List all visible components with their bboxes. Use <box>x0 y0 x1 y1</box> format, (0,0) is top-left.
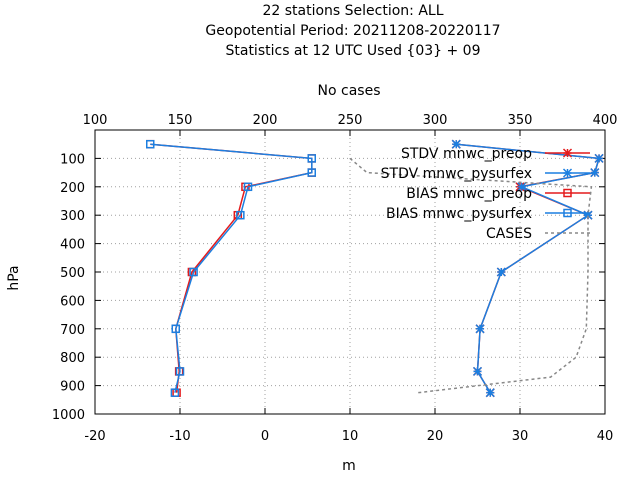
data-point <box>485 388 495 398</box>
data-point <box>307 154 316 163</box>
legend-entry: STDV mnwc_preop <box>401 146 590 162</box>
y-tick-label: 500 <box>60 266 85 281</box>
legend-label: BIAS mnwc_preop <box>406 186 532 202</box>
legend-label: STDV mnwc_pysurfex <box>381 166 532 182</box>
data-point <box>307 168 316 177</box>
legend: STDV mnwc_preop STDV mnwc_pysurfex BIAS mn… <box>381 146 590 242</box>
x2-tick-label: 400 <box>593 113 618 128</box>
axes: -20 -10 0 10 20 30 40 100 150 200 250 300 350 400 100 2… <box>52 113 618 444</box>
series-3 <box>146 139 316 397</box>
data-point <box>243 182 253 192</box>
data-point <box>236 210 245 220</box>
x-tick-label: 40 <box>597 429 614 444</box>
y-axis-label: hPa <box>6 265 22 290</box>
x2-tick-label: 300 <box>423 113 448 128</box>
chart-titles: 22 stations Selection: ALL Geopotential … <box>6 3 501 474</box>
top-axis-label: No cases <box>318 83 381 99</box>
chart-title-line-1: 22 stations Selection: ALL <box>262 3 443 19</box>
data-point <box>146 139 155 149</box>
legend-entry: BIAS mnwc_pysurfex <box>386 206 590 222</box>
data-point <box>594 153 604 163</box>
x2-tick-label: 100 <box>83 113 108 128</box>
x-tick-label: 0 <box>261 429 269 444</box>
series-4 <box>146 139 316 397</box>
chart-title-line-3: Statistics at 12 UTC Used {03} + 09 <box>225 43 480 59</box>
x-tick-label: -10 <box>169 429 190 444</box>
data-point <box>171 324 180 334</box>
legend-marker <box>563 188 572 198</box>
data-point <box>590 168 600 178</box>
data-point <box>475 324 485 334</box>
y-tick-label: 800 <box>60 351 85 366</box>
legend-label: BIAS mnwc_pysurfex <box>386 206 532 222</box>
x2-tick-label: 350 <box>508 113 533 128</box>
x-tick-label: 10 <box>342 429 359 444</box>
x-axis-label: m <box>342 458 356 474</box>
series-2 <box>451 139 604 398</box>
x2-tick-label: 200 <box>253 113 278 128</box>
legend-marker <box>562 148 573 158</box>
x-tick-label: -20 <box>84 429 105 444</box>
series-line <box>349 157 593 394</box>
y-tick-label: 1000 <box>52 408 85 423</box>
series-line <box>150 143 313 393</box>
data-point <box>170 388 180 397</box>
y-tick-label: 900 <box>60 380 85 395</box>
series <box>146 139 604 398</box>
legend-label: CASES <box>486 226 532 242</box>
data-point <box>189 267 198 277</box>
data-point <box>517 182 527 192</box>
chart-title-line-2: Geopotential Period: 20211208-20220117 <box>205 23 500 39</box>
x-tick-label: 20 <box>427 429 444 444</box>
series-5 <box>349 157 593 394</box>
legend-entry: BIAS mnwc_preop <box>406 186 590 202</box>
data-point <box>451 139 461 149</box>
y-tick-label: 300 <box>60 209 85 224</box>
x-tick-label: 30 <box>512 429 529 444</box>
x2-tick-label: 150 <box>168 113 193 128</box>
legend-entry: STDV mnwc_pysurfex <box>381 166 590 182</box>
y-tick-label: 700 <box>60 323 85 338</box>
x2-tick-label: 250 <box>338 113 363 128</box>
data-point <box>175 367 185 376</box>
data-point <box>496 267 506 277</box>
legend-label: STDV mnwc_preop <box>401 146 532 162</box>
y-tick-label: 100 <box>60 152 85 167</box>
legend-entry: CASES <box>486 226 590 242</box>
y-tick-label: 400 <box>60 238 85 253</box>
legend-marker <box>563 208 572 218</box>
data-point <box>472 366 483 376</box>
series-line <box>150 143 313 393</box>
y-tick-label: 200 <box>60 181 85 196</box>
legend-marker <box>562 168 573 178</box>
y-tick-label: 600 <box>60 294 85 309</box>
